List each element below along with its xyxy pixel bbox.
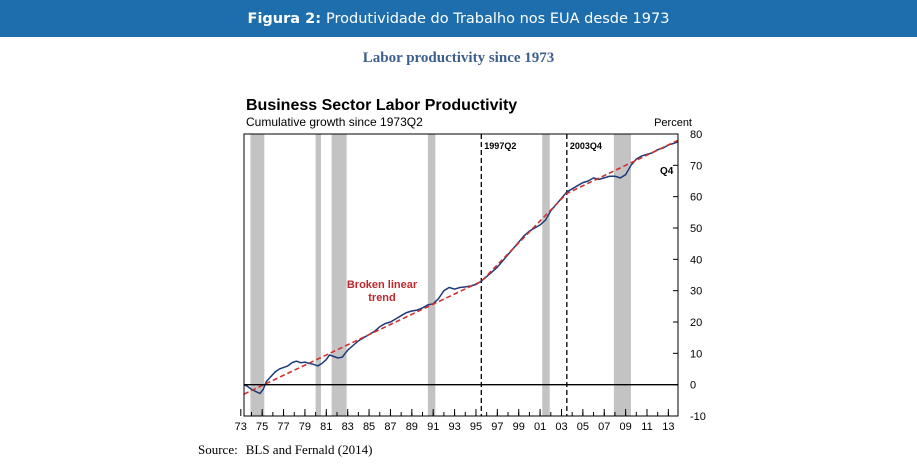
source-text: BLS and Fernald (2014) <box>245 442 373 457</box>
productivity-line <box>243 141 679 395</box>
source-label: Source: <box>198 442 238 457</box>
recession-band-1 <box>315 134 321 416</box>
figure-title: Produtividade do Trabalho nos EUA desde … <box>326 10 670 27</box>
plot-frame <box>243 133 679 417</box>
trend-label-line1: Broken linear <box>347 279 418 291</box>
x-tick-label-81: 81 <box>320 421 332 433</box>
x-tick-label-79: 79 <box>299 421 311 433</box>
x-tick-label-75: 75 <box>256 421 268 433</box>
recession-band-2 <box>331 134 347 416</box>
y-tick-label-30: 30 <box>690 286 702 298</box>
figure-number: Figura 2: <box>247 10 321 27</box>
recession-band-0 <box>250 134 265 416</box>
y-tick-label-10: 10 <box>690 348 702 360</box>
end-quarter-label: Q4 <box>660 166 674 177</box>
chart-subtitle: Cumulative growth since 1973Q2 <box>246 115 423 129</box>
y-tick-label-80: 80 <box>690 129 702 141</box>
trend-line <box>243 139 679 395</box>
recession-band-4 <box>542 134 550 416</box>
x-tick-label-77: 77 <box>277 421 289 433</box>
x-tick-label-09: 09 <box>619 421 631 433</box>
source-note: Source: BLS and Fernald (2014) <box>198 442 380 458</box>
x-tick-label-91: 91 <box>427 421 439 433</box>
x-tick-label-87: 87 <box>384 421 396 433</box>
trend-label-line2: trend <box>368 292 396 304</box>
x-tick-label-99: 99 <box>513 421 525 433</box>
figure-subtitle: Labor productivity since 1973 <box>362 50 555 66</box>
x-tick-label-95: 95 <box>470 421 482 433</box>
y-axis-label: Percent <box>654 117 692 129</box>
y-tick-label-50: 50 <box>690 223 702 235</box>
y-tick-label-20: 20 <box>690 317 702 329</box>
x-tick-label-89: 89 <box>406 421 418 433</box>
y-tick-label--10: -10 <box>690 411 706 423</box>
recession-band-5 <box>613 134 631 416</box>
y-tick-label-70: 70 <box>690 160 702 172</box>
x-tick-label-97: 97 <box>491 421 503 433</box>
break-label-1: 2003Q4 <box>570 141 602 151</box>
y-tick-label-40: 40 <box>690 254 702 266</box>
x-tick-label-83: 83 <box>342 421 354 433</box>
x-tick-label-13: 13 <box>662 421 674 433</box>
x-tick-label-73: 73 <box>235 421 247 433</box>
x-tick-label-01: 01 <box>534 421 546 433</box>
y-tick-label-0: 0 <box>690 380 696 392</box>
y-tick-label-60: 60 <box>690 192 702 204</box>
x-tick-label-11: 11 <box>641 421 652 433</box>
break-label-0: 1997Q2 <box>484 141 516 151</box>
x-tick-label-93: 93 <box>448 421 460 433</box>
recession-band-3 <box>427 134 436 416</box>
x-tick-label-07: 07 <box>598 421 610 433</box>
x-tick-label-03: 03 <box>555 421 567 433</box>
x-tick-label-05: 05 <box>577 421 589 433</box>
figure-banner: Figura 2: Produtividade do Trabalho nos … <box>0 0 917 37</box>
x-tick-label-85: 85 <box>363 421 375 433</box>
chart-title: Business Sector Labor Productivity <box>246 97 517 114</box>
